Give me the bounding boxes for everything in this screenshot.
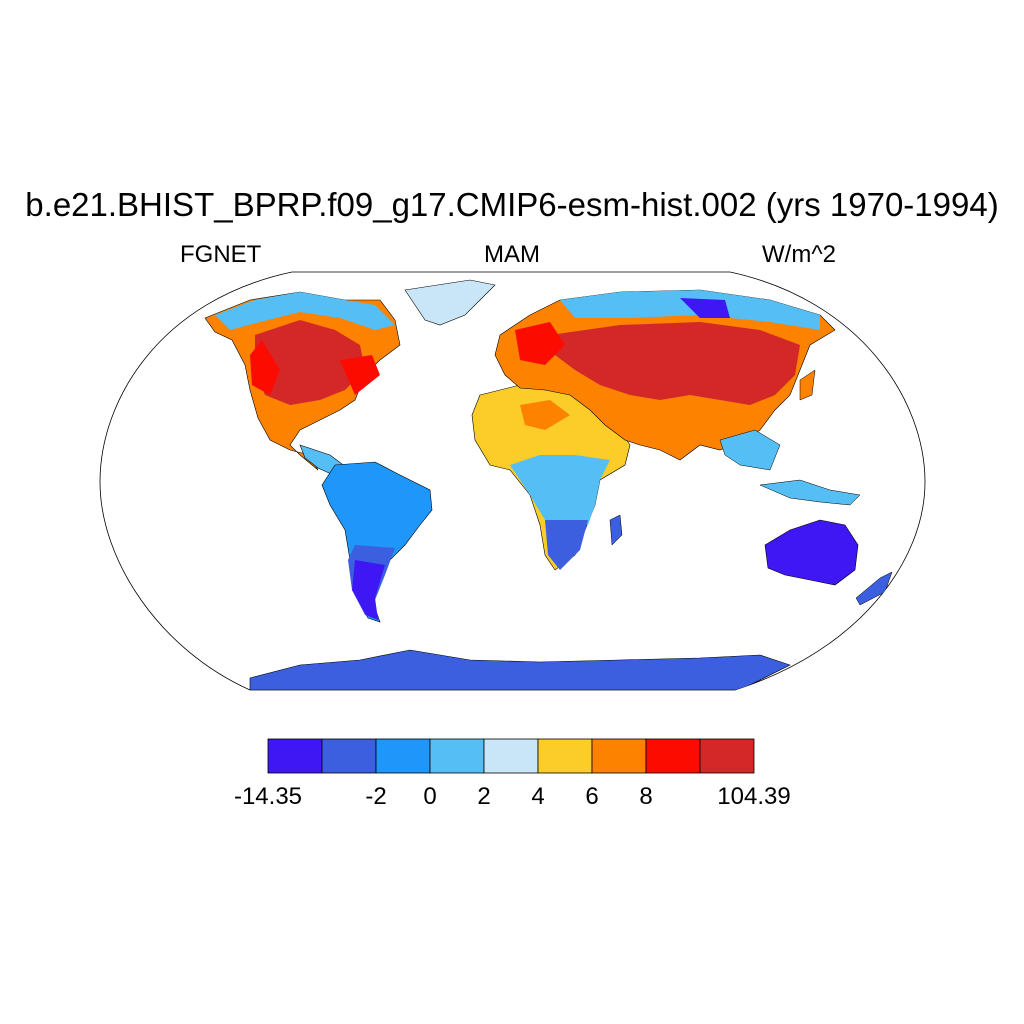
region-australia	[764, 519, 859, 586]
colorbar-label: 0	[423, 783, 437, 810]
region-antarctica	[249, 649, 791, 690]
region-patagonia	[352, 560, 385, 620]
colorbar-box	[483, 738, 539, 774]
region-africa-south	[545, 520, 588, 570]
colorbar-box	[537, 738, 593, 774]
colorbar-box	[321, 738, 377, 774]
region-southeast-asia	[719, 429, 781, 471]
region-siberia-north	[560, 290, 820, 330]
region-greenland	[404, 279, 496, 326]
subtitle-units: W/m^2	[762, 241, 836, 268]
colorbar-label: -14.35	[233, 783, 303, 810]
region-new-zealand	[855, 571, 893, 606]
region-indonesia	[759, 479, 861, 506]
colorbar-label: -2	[365, 783, 387, 810]
region-japan	[799, 369, 816, 401]
colorbar-box	[591, 738, 647, 774]
colorbar-box	[699, 738, 755, 774]
colorbar-box	[375, 738, 431, 774]
colorbar-box	[267, 738, 323, 774]
colorbar-box	[645, 738, 701, 774]
colorbar-label: 104.39	[717, 783, 791, 810]
region-sahara-orange	[520, 400, 570, 430]
subtitle-variable: FGNET	[180, 241, 262, 268]
plot-title: b.e21.BHIST_BPRP.f09_g17.CMIP6-esm-hist.…	[25, 186, 999, 223]
region-europe-red	[515, 322, 565, 365]
region-siberia-blue	[680, 298, 730, 318]
region-north-america-red	[250, 340, 380, 395]
region-africa-tropics	[510, 455, 610, 525]
region-madagascar	[609, 514, 623, 546]
colorbar-box	[429, 738, 485, 774]
region-eurasia-core	[550, 322, 800, 405]
region-north-america-core	[255, 320, 365, 405]
subtitle-season: MAM	[484, 241, 540, 268]
colorbar-label: 8	[639, 783, 653, 810]
colorbar-label: 6	[585, 783, 599, 810]
colorbar-label: 4	[531, 783, 545, 810]
region-north-america-north	[215, 292, 395, 330]
colorbar-label: 2	[477, 783, 491, 810]
